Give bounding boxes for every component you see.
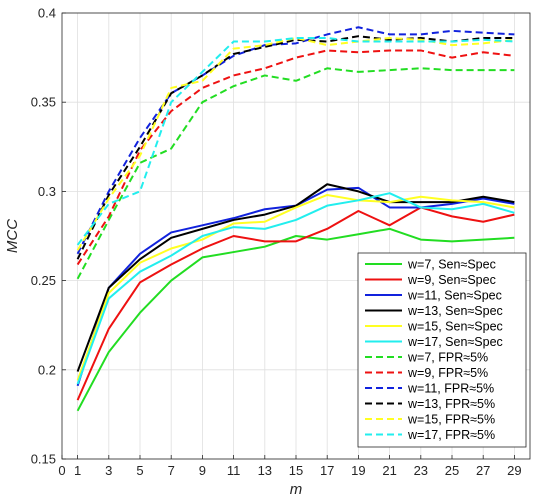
series-line-senspec-4 <box>76 193 515 381</box>
x-axis-label: m <box>290 481 303 498</box>
x-tick-label: 29 <box>507 463 521 478</box>
x-tick-label: 9 <box>199 463 206 478</box>
y-tick-label: 0.3 <box>38 184 56 199</box>
legend-entry-label: w=17, Sen≈Spec <box>407 335 503 349</box>
legend-box <box>357 252 527 448</box>
series-line-fpr-10 <box>76 36 515 251</box>
x-tick-label: 21 <box>382 463 396 478</box>
legend-entry-label: w=9, Sen≈Spec <box>407 273 496 287</box>
legend-entry-label: w=9, FPR≈5% <box>407 366 488 380</box>
x-tick-label: 15 <box>289 463 303 478</box>
legend-entry-label: w=11, FPR≈5% <box>407 382 494 396</box>
series-line-fpr-6 <box>76 67 515 280</box>
series-line-fpr-8 <box>76 26 515 255</box>
series-line-senspec-5 <box>76 192 515 385</box>
legend-entry-label: w=17, FPR≈5% <box>407 428 495 442</box>
legend-entry-label: w=7, FPR≈5% <box>407 351 488 365</box>
x-tick-label: 23 <box>414 463 428 478</box>
x-tick-label: 0 <box>58 463 65 478</box>
legend-entry-label: w=15, FPR≈5% <box>407 413 495 427</box>
x-tick-label: 17 <box>320 463 334 478</box>
series-line-fpr-7 <box>76 49 515 266</box>
series-lines <box>76 26 515 412</box>
y-tick-label: 0.35 <box>31 95 56 110</box>
y-tick-label: 0.4 <box>38 6 56 21</box>
x-tick-label: 7 <box>168 463 175 478</box>
y-tick-label: 0.25 <box>31 273 56 288</box>
y-axis-label: MCC <box>4 219 21 253</box>
x-tick-label: 3 <box>105 463 112 478</box>
series-line-senspec-3 <box>76 183 515 372</box>
axis-ticks: 0 1 3 5 7 9 11 13 15 17 19 21 23 25 27 290.150.20.250.3… <box>31 6 522 479</box>
x-tick-label: 25 <box>445 463 459 478</box>
x-tick-label: 13 <box>258 463 272 478</box>
legend-entry-label: w=15, Sen≈Spec <box>407 320 503 334</box>
legend-entry-label: w=13, FPR≈5% <box>407 397 495 411</box>
legend-entry-label: w=7, Sen≈Spec <box>407 258 496 272</box>
series-line-fpr-11 <box>76 36 515 246</box>
series-line-senspec-0 <box>76 227 515 412</box>
series-line-senspec-1 <box>76 206 515 401</box>
x-tick-label: 11 <box>227 463 241 478</box>
x-tick-label: 27 <box>476 463 490 478</box>
series-line-fpr-9 <box>76 35 515 260</box>
x-tick-label: 19 <box>351 463 365 478</box>
y-tick-label: 0.15 <box>31 452 56 467</box>
legend-entry-label: w=11, Sen≈Spec <box>407 289 502 303</box>
x-tick-label: 1 <box>74 463 81 478</box>
x-tick-label: 5 <box>136 463 143 478</box>
y-tick-label: 0.2 <box>38 362 56 377</box>
legend-entry-label: w=13, Sen≈Spec <box>407 304 503 318</box>
